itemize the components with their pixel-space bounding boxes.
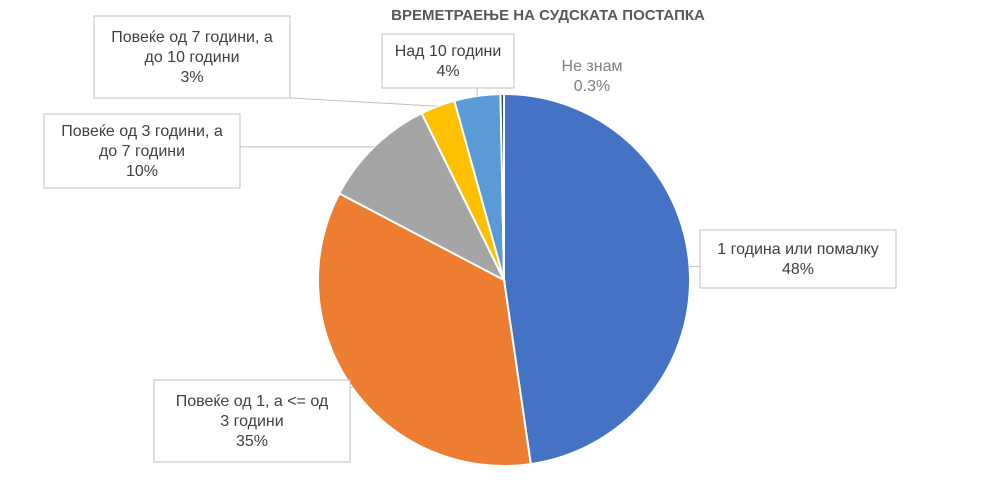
pie-slice-5 bbox=[499, 92, 505, 281]
slice-category-label: Над 10 години bbox=[395, 43, 502, 60]
slice-percent-label: 35% bbox=[236, 433, 268, 450]
slice-percent-label: 10% bbox=[126, 163, 158, 180]
slice-category-label: Повеќе од 1, а <= од bbox=[176, 393, 329, 410]
pie-slice-0 bbox=[503, 92, 691, 466]
slice-category-label: до 7 години bbox=[99, 143, 185, 160]
slice-category-label: 3 години bbox=[220, 413, 283, 430]
pie-slices bbox=[317, 92, 691, 467]
chart-title: ВРЕМЕТРАЕЊЕ НА СУДСКАТА ПОСТАПКА bbox=[391, 7, 705, 24]
slice-category-label: Не знам bbox=[562, 58, 623, 75]
callout-box-3 bbox=[93, 15, 291, 99]
slice-category-label: до 10 години bbox=[145, 49, 240, 66]
slice-percent-label: 0.3% bbox=[574, 78, 610, 95]
slice-category-label: 1 година или помалку bbox=[717, 241, 878, 258]
slice-category-label: Повеќе од 3 години, а bbox=[61, 123, 223, 140]
callout-box-4 bbox=[381, 33, 515, 89]
leader-line-3 bbox=[289, 97, 438, 107]
slice-percent-label: 3% bbox=[180, 69, 203, 86]
data-labels: 1 година или помалку 48% Повеќе од 1, а <=… bbox=[43, 15, 897, 463]
callout-box-2 bbox=[43, 113, 241, 189]
slice-percent-label: 4% bbox=[436, 63, 459, 80]
slice-category-label: Повеќе од 7 години, а bbox=[111, 29, 273, 46]
pie-slice-1 bbox=[317, 192, 532, 467]
slice-percent-label: 48% bbox=[782, 261, 814, 278]
callout-box-0 bbox=[699, 229, 897, 289]
callout-box-1 bbox=[153, 379, 351, 463]
pie-slice-2 bbox=[337, 111, 507, 283]
